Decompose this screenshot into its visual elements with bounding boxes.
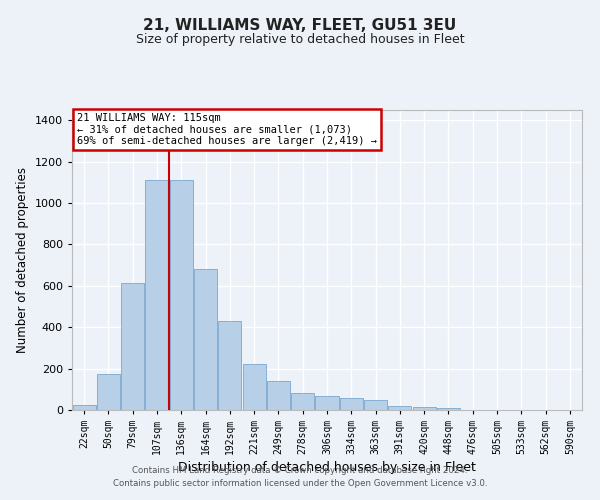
Bar xyxy=(437,408,460,410)
Text: 21 WILLIAMS WAY: 115sqm
← 31% of detached houses are smaller (1,073)
69% of semi: 21 WILLIAMS WAY: 115sqm ← 31% of detache… xyxy=(77,113,377,146)
Bar xyxy=(170,180,193,410)
Text: Contains HM Land Registry data © Crown copyright and database right 2024.
Contai: Contains HM Land Registry data © Crown c… xyxy=(113,466,487,487)
Bar xyxy=(267,381,290,410)
Bar xyxy=(121,283,144,410)
Bar xyxy=(194,270,217,410)
X-axis label: Distribution of detached houses by size in Fleet: Distribution of detached houses by size … xyxy=(178,461,476,474)
Bar xyxy=(413,407,436,410)
Bar xyxy=(388,406,412,410)
Bar xyxy=(73,405,95,410)
Bar xyxy=(316,396,338,410)
Bar xyxy=(145,180,169,410)
Bar xyxy=(340,398,363,410)
Bar xyxy=(97,374,120,410)
Text: 21, WILLIAMS WAY, FLEET, GU51 3EU: 21, WILLIAMS WAY, FLEET, GU51 3EU xyxy=(143,18,457,32)
Bar xyxy=(364,400,387,410)
Bar xyxy=(242,364,266,410)
Bar xyxy=(218,321,241,410)
Bar xyxy=(291,394,314,410)
Text: Size of property relative to detached houses in Fleet: Size of property relative to detached ho… xyxy=(136,34,464,46)
Y-axis label: Number of detached properties: Number of detached properties xyxy=(16,167,29,353)
